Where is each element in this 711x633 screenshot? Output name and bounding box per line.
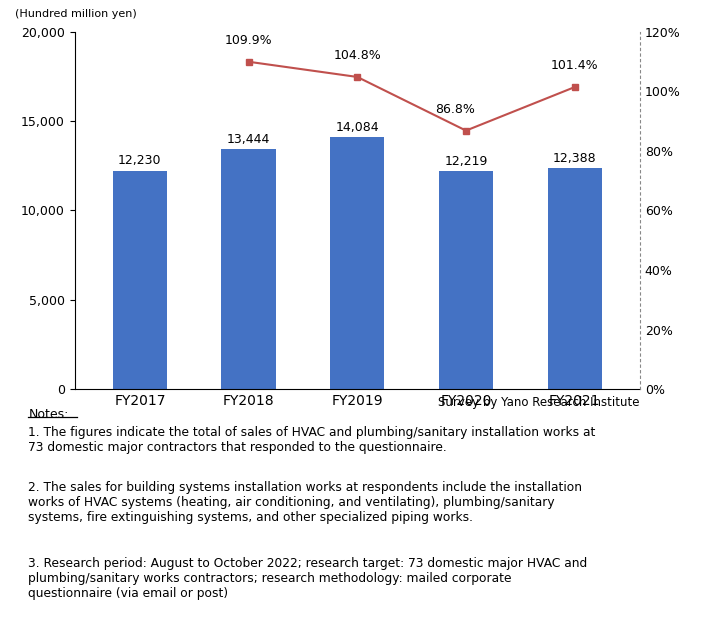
Bar [330,137,385,389]
Bar [221,149,276,389]
Text: 12,388: 12,388 [553,151,597,165]
Text: 13,444: 13,444 [227,133,270,146]
Text: 1. The figures indicate the total of sales of HVAC and plumbing/sanitary install: 1. The figures indicate the total of sal… [28,426,596,454]
Text: 14,084: 14,084 [336,122,379,134]
Text: 12,230: 12,230 [118,154,161,167]
Text: (Hundred million yen): (Hundred million yen) [16,9,137,19]
Text: 12,219: 12,219 [444,154,488,168]
Text: 86.8%: 86.8% [435,103,475,116]
Text: Notes:: Notes: [28,408,69,422]
Text: 104.8%: 104.8% [333,49,381,62]
Text: 2. The sales for building systems installation works at respondents include the : 2. The sales for building systems instal… [28,481,582,524]
Bar [113,171,167,389]
Bar [439,171,493,389]
Text: 101.4%: 101.4% [551,59,599,72]
Text: Survey by Yano Research Institute: Survey by Yano Research Institute [439,396,640,409]
Text: 3. Research period: August to October 2022; research target: 73 domestic major H: 3. Research period: August to October 20… [28,557,588,600]
Text: 109.9%: 109.9% [225,34,272,47]
Bar [547,168,602,389]
